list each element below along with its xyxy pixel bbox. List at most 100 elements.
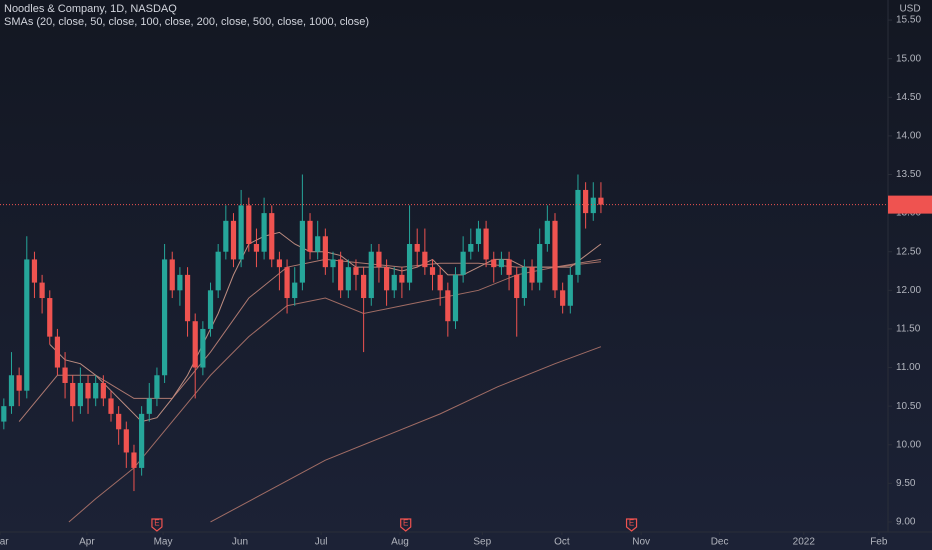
candle-body (269, 213, 275, 260)
y-tick-label: 15.50 (896, 15, 921, 26)
candle-body (345, 267, 351, 291)
candle-body (93, 382, 99, 399)
sma-line (18, 258, 602, 422)
currency-label: USD (899, 4, 920, 15)
candle-body (330, 259, 336, 268)
candle-body (284, 267, 290, 299)
x-tick-label: Oct (554, 537, 570, 548)
x-tick-label: Jun (232, 537, 248, 548)
y-tick-label: 12.00 (896, 285, 921, 296)
candle-body (468, 243, 474, 252)
candle-body (521, 267, 527, 299)
x-tick-label: Feb (870, 537, 888, 548)
x-tick-label: Dec (711, 537, 729, 548)
candle-body (575, 189, 581, 275)
candle-body (230, 220, 237, 260)
y-tick-label: 14.50 (896, 92, 921, 103)
candle-body (207, 290, 214, 329)
earnings-marker (625, 518, 638, 532)
candle-body (322, 236, 328, 268)
candle-body (77, 382, 83, 407)
y-tick-label: 9.50 (896, 478, 916, 489)
candle-body (116, 413, 122, 430)
candle-body (399, 274, 405, 283)
candle-body (506, 259, 512, 275)
candle-body (338, 259, 344, 291)
candle-body (177, 274, 183, 291)
y-tick-label: 11.50 (896, 324, 921, 335)
candle-body (483, 228, 489, 260)
earnings-marker (151, 518, 163, 532)
candle-body (537, 243, 543, 283)
y-tick-label: 15.00 (896, 53, 921, 64)
y-tick-label: 12.50 (896, 246, 921, 257)
candle-body (491, 259, 497, 268)
chart-title: Noodles & Company, 1D, NASDAQ (4, 3, 177, 15)
candle-body (16, 375, 22, 391)
candle-body (31, 259, 38, 283)
earnings-label: E (403, 519, 408, 528)
x-tick-label: 2022 (793, 537, 816, 548)
candle-body (192, 321, 198, 368)
candle-body (108, 398, 114, 414)
candle-body (223, 220, 229, 252)
y-tick-label: 11.00 (896, 362, 921, 373)
candle-body (54, 336, 61, 368)
candle-body (200, 328, 206, 368)
candle-body (39, 282, 45, 299)
x-tick-label: Mar (0, 537, 9, 548)
candle-body (422, 251, 428, 268)
candle-body (1, 406, 7, 422)
candle-body (24, 259, 30, 391)
sma-line (210, 346, 602, 523)
candle-body (238, 205, 244, 260)
x-tick-label: Apr (79, 537, 95, 548)
candle-body (368, 251, 374, 299)
candle-body (361, 274, 367, 299)
x-tick-label: Jul (315, 537, 328, 548)
earnings-label: E (154, 519, 159, 528)
candle-body (560, 290, 566, 306)
candle-body (70, 382, 76, 407)
candle-body (154, 375, 160, 399)
chart-subtitle: SMAs (20, close, 50, close, 100, close, … (4, 16, 369, 28)
candle-body (429, 267, 436, 275)
candle-body (62, 367, 68, 383)
candle-body (276, 259, 283, 268)
candle-body (139, 413, 145, 468)
candle-body (391, 274, 397, 291)
candle-body (47, 298, 53, 337)
y-tick-label: 10.00 (896, 439, 921, 450)
earnings-marker (400, 518, 412, 532)
candle-body (123, 429, 129, 453)
x-tick-label: Sep (473, 537, 491, 548)
candle-body (460, 251, 466, 275)
candle-body (169, 259, 175, 291)
candle-body (529, 267, 535, 283)
candle-body (307, 220, 313, 252)
candle-body (498, 259, 505, 268)
last-price-tag (888, 195, 932, 214)
candle-body (100, 382, 106, 399)
candle-body (261, 213, 267, 252)
candle-body (146, 398, 152, 414)
candle-body (131, 452, 137, 468)
candle-body (8, 375, 15, 407)
candle-body (315, 236, 321, 252)
x-tick-label: May (154, 537, 173, 548)
x-tick-label: Nov (632, 537, 650, 548)
candle-body (299, 220, 305, 283)
y-tick-label: 10.50 (896, 401, 921, 412)
y-tick-label: 13.50 (896, 169, 921, 180)
candle-body (161, 259, 168, 376)
candle-body (598, 197, 604, 205)
candle-body (414, 243, 420, 252)
y-tick-label: 14.00 (896, 131, 921, 142)
y-tick-label: 9.00 (896, 517, 916, 528)
candle-body (590, 197, 596, 214)
candle-body (376, 251, 382, 268)
candle-body (445, 290, 451, 322)
candle-body (452, 274, 459, 322)
